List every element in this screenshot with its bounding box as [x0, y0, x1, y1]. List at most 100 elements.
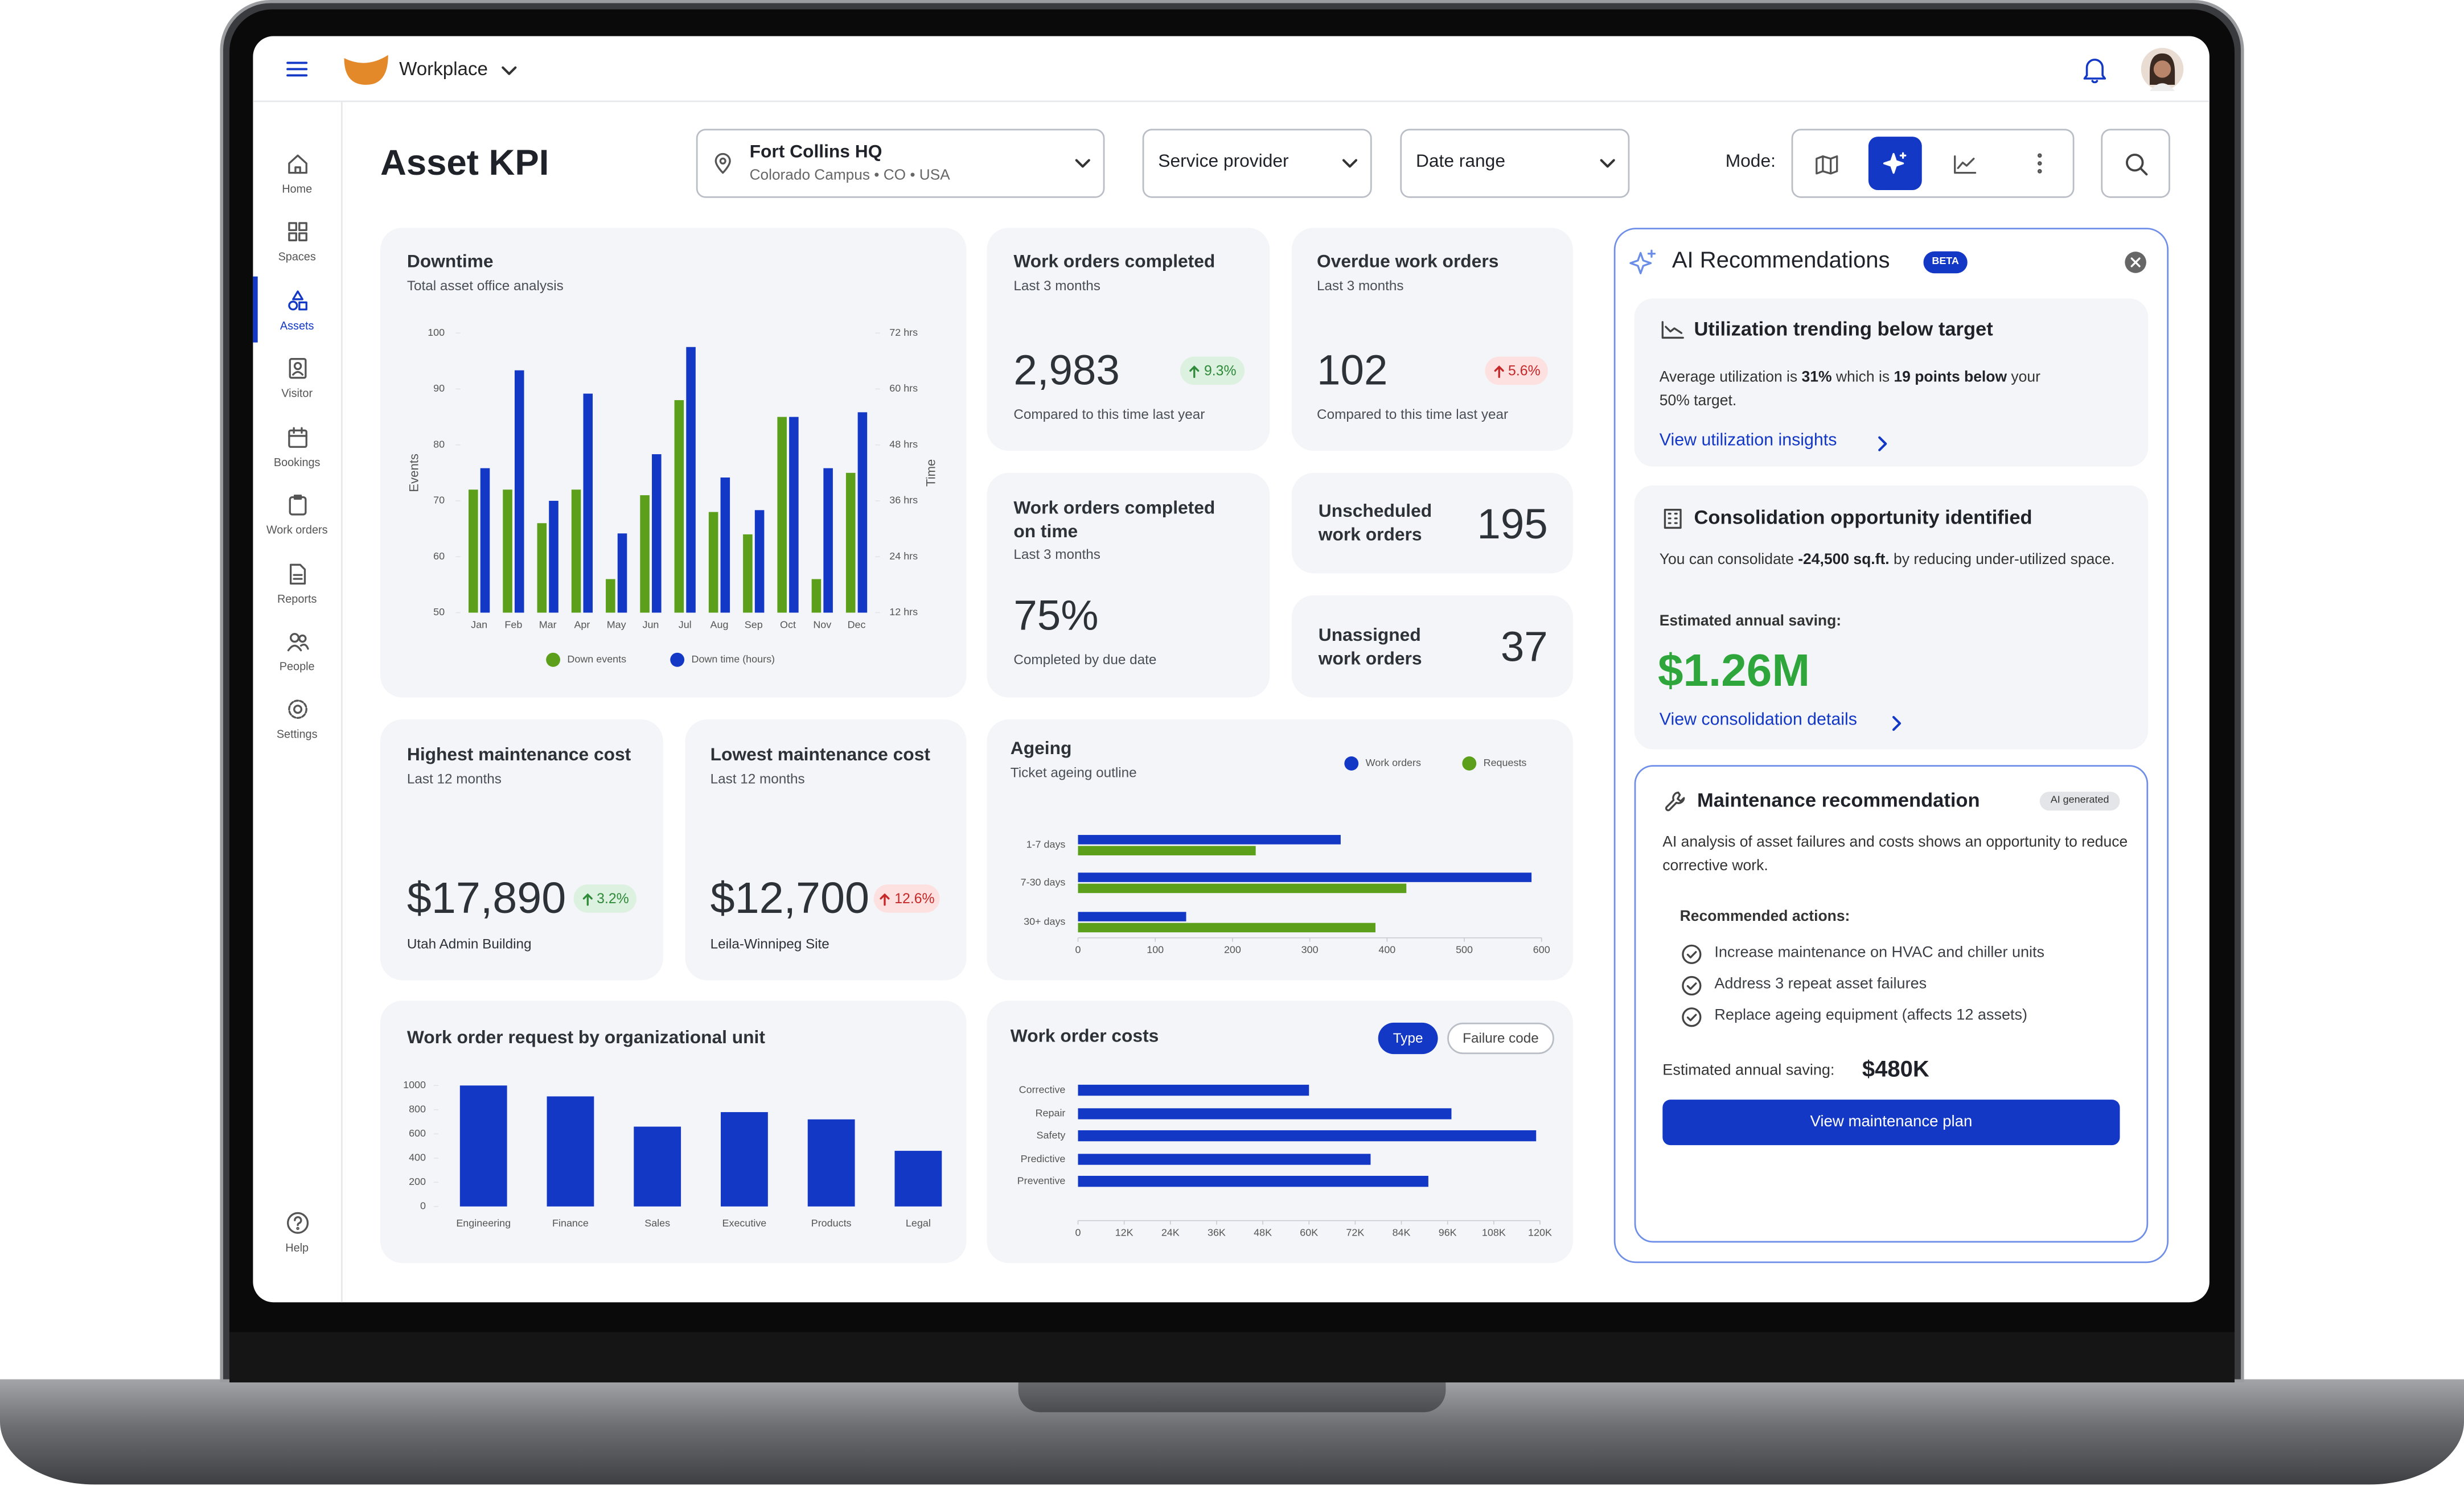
bar — [468, 489, 478, 613]
y2-tick-label: 60 hrs — [889, 382, 918, 394]
bar — [789, 417, 799, 613]
kpi-site: Utah Admin Building — [406, 936, 532, 952]
x-tick-label: Jun — [642, 619, 659, 630]
nav-icon — [285, 629, 309, 652]
bar — [1078, 835, 1341, 845]
bar — [1078, 1154, 1371, 1165]
button-label[interactable]: View maintenance plan — [1810, 1113, 1973, 1131]
card — [1291, 228, 1573, 451]
icon-shape — [1664, 326, 1682, 334]
y-tick-label: 80 — [433, 438, 445, 450]
nav-label[interactable]: Reports — [277, 591, 317, 606]
text: by reducing under-utilized space. — [1889, 551, 2115, 569]
x-tick-label: Finance — [552, 1217, 589, 1229]
icon-shape — [1629, 249, 1656, 274]
kpi-value: $12,700 — [710, 874, 869, 923]
dropdown-chevron — [1073, 154, 1092, 172]
icon-shape — [1956, 157, 1974, 168]
link-chevron — [1874, 434, 1888, 451]
nav-label[interactable]: Assets — [280, 318, 314, 333]
nav-label[interactable]: Spaces — [278, 249, 316, 264]
icon-shape — [2037, 161, 2042, 166]
x-tick-label: Nov — [813, 619, 831, 630]
y-tick-label: 1000 — [403, 1079, 426, 1090]
help-icon — [285, 1211, 309, 1234]
icon-shape — [297, 221, 307, 230]
x-tick-label: Mar — [539, 619, 557, 630]
filter-label: Date range — [1415, 153, 1506, 172]
icon-shape — [287, 299, 297, 310]
change-chip: 12.6% — [873, 884, 940, 913]
toggle-button[interactable] — [1447, 1022, 1554, 1055]
y-tick-label: 90 — [433, 382, 445, 394]
kpi-period: Last 3 months — [1013, 546, 1100, 562]
toggle-button[interactable] — [1378, 1022, 1438, 1055]
bar — [754, 510, 765, 613]
icon-shape — [880, 892, 890, 905]
nav-label[interactable]: Settings — [276, 727, 318, 741]
bar — [459, 1085, 507, 1207]
location-dropdown[interactable] — [696, 129, 1105, 198]
icon-shape — [1661, 321, 1683, 339]
kpi-title: Lowest maintenance cost — [710, 746, 930, 765]
trend-icon — [1660, 320, 1683, 339]
nav-label[interactable]: Visitor — [281, 386, 313, 400]
toggle-label[interactable]: Failure code — [1463, 1030, 1539, 1046]
icon-shape — [2037, 153, 2042, 174]
nav-icon — [285, 492, 309, 516]
y-tick-label: 400 — [409, 1152, 426, 1163]
y2-tick-label: 12 hrs — [889, 606, 918, 618]
mode-map — [1814, 153, 1838, 174]
change-value: 3.2% — [597, 891, 629, 907]
search-button[interactable] — [2101, 129, 2170, 198]
primary-button[interactable] — [1662, 1100, 2120, 1146]
icon-shape — [293, 165, 301, 173]
emphasis: 31% — [1801, 369, 1832, 387]
nav-label[interactable]: Work orders — [266, 522, 328, 537]
icon-shape — [293, 361, 301, 369]
saving-value: $480K — [1862, 1057, 1929, 1083]
nav-label[interactable]: Bookings — [273, 455, 321, 470]
bar — [1078, 872, 1532, 882]
x-tick-label: 0 — [1075, 1226, 1081, 1238]
nav-label[interactable]: People — [279, 659, 315, 674]
nav-label[interactable]: Home — [282, 182, 313, 196]
icon-shape — [288, 357, 306, 378]
link[interactable]: View consolidation details — [1659, 710, 1857, 730]
change-value: 9.3% — [1204, 363, 1237, 379]
change-chip: 5.6% — [1485, 356, 1548, 385]
bar — [823, 468, 833, 613]
y-tick-label: 1-7 days — [1026, 839, 1066, 850]
icon-shape — [880, 892, 890, 905]
kpi-title: Work orders completed — [1013, 253, 1215, 272]
action-item: Increase maintenance on HVAC and chiller… — [1714, 944, 2045, 962]
nav-icon — [285, 356, 309, 379]
card — [685, 719, 967, 981]
toggle-label[interactable]: Type — [1393, 1030, 1423, 1046]
nav-label[interactable]: Help — [285, 1240, 309, 1255]
icon-shape — [1686, 981, 1697, 989]
close-button — [2125, 252, 2147, 274]
nav-icon — [285, 288, 309, 311]
app-name[interactable]: Workplace — [399, 57, 488, 80]
text: You can consolidate — [1659, 551, 1798, 569]
filter-dropdown[interactable] — [1400, 129, 1630, 198]
y2-axis-title: Time — [924, 459, 938, 487]
kpi-value: 195 — [1477, 500, 1548, 548]
bar — [1078, 883, 1407, 894]
bar — [640, 495, 650, 613]
kpi-title: Overdue work orders — [1317, 253, 1499, 272]
rich-text: You can consolidate -24,500 sq.ft. by re… — [1660, 550, 2123, 573]
icon-shape — [1663, 509, 1681, 529]
icon-shape — [1493, 364, 1504, 377]
link[interactable]: View utilization insights — [1659, 431, 1837, 450]
card — [380, 719, 663, 981]
recommendation-card — [1634, 485, 2149, 750]
filter-dropdown[interactable] — [1142, 129, 1372, 198]
check-icon — [1681, 1006, 1701, 1027]
icon-shape — [295, 1226, 299, 1229]
location-detail: Colorado Campus • CO • USA — [749, 167, 950, 184]
x-tick-label: Sep — [745, 619, 763, 630]
filter-label: Service provider — [1158, 153, 1289, 172]
sidebar-divider — [340, 102, 343, 1303]
